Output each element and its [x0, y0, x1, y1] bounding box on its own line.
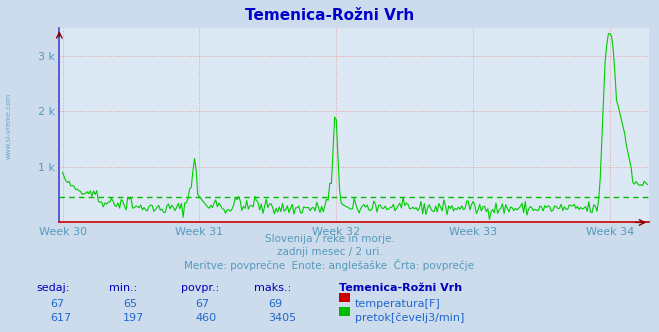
Text: maks.:: maks.:: [254, 283, 291, 293]
Text: 3405: 3405: [268, 313, 297, 323]
Text: www.si-vreme.com: www.si-vreme.com: [5, 93, 12, 159]
Text: Temenica-Rožni Vrh: Temenica-Rožni Vrh: [339, 283, 463, 293]
Text: 67: 67: [196, 299, 210, 309]
Text: sedaj:: sedaj:: [36, 283, 70, 293]
Text: min.:: min.:: [109, 283, 137, 293]
Text: Slovenija / reke in morje.: Slovenija / reke in morje.: [264, 234, 395, 244]
Text: zadnji mesec / 2 uri.: zadnji mesec / 2 uri.: [277, 247, 382, 257]
Text: 460: 460: [196, 313, 217, 323]
Text: 69: 69: [268, 299, 282, 309]
Text: Temenica-Rožni Vrh: Temenica-Rožni Vrh: [245, 8, 414, 23]
Text: 617: 617: [51, 313, 72, 323]
Text: pretok[čevelj3/min]: pretok[čevelj3/min]: [355, 313, 465, 323]
Text: povpr.:: povpr.:: [181, 283, 219, 293]
Text: 65: 65: [123, 299, 137, 309]
Text: Meritve: povprečne  Enote: anglešaške  Črta: povprečje: Meritve: povprečne Enote: anglešaške Črt…: [185, 259, 474, 271]
Text: 67: 67: [51, 299, 65, 309]
Text: temperatura[F]: temperatura[F]: [355, 299, 441, 309]
Text: 197: 197: [123, 313, 144, 323]
